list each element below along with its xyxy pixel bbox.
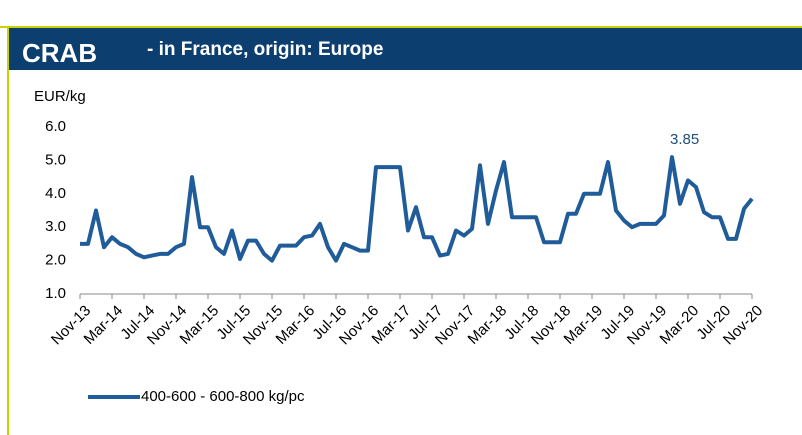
y-axis-label: EUR/kg (34, 88, 86, 105)
left-border (7, 28, 9, 435)
y-tick-label: 6.0 (45, 118, 66, 135)
header-band (9, 28, 802, 70)
legend-label: 400-600 - 600-800 kg/pc (141, 388, 305, 405)
chart-title: CRAB (22, 38, 97, 68)
chart-subtitle: - in France, origin: Europe (147, 39, 383, 60)
top-border (0, 26, 802, 28)
y-tick-label: 3.0 (45, 218, 66, 235)
y-tick-label: 5.0 (45, 151, 66, 168)
y-tick-label: 4.0 (45, 185, 66, 202)
y-tick-label: 1.0 (45, 285, 66, 302)
data-line (80, 155, 754, 263)
y-tick-label: 2.0 (45, 252, 66, 269)
annotation: 3.85 (670, 131, 699, 148)
